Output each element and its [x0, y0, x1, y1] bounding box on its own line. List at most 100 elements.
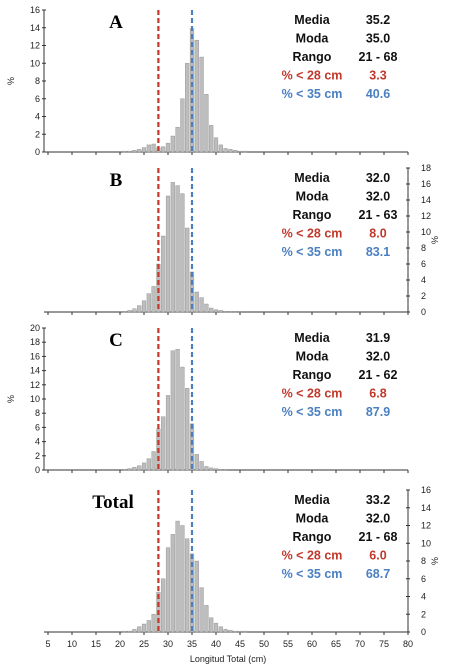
stat-value: 35.2: [366, 13, 390, 27]
histogram-bar: [137, 465, 142, 471]
y-tick-label: 0: [421, 307, 426, 317]
histogram-bar: [170, 135, 175, 153]
histogram-bar: [199, 461, 204, 471]
histogram-bar: [122, 311, 127, 313]
y-tick-label: 18: [30, 337, 40, 347]
stat-value: 21 - 68: [359, 530, 398, 544]
histogram-bar: [237, 630, 243, 633]
histogram-bar: [213, 468, 219, 471]
y-tick-label: 2: [35, 129, 40, 139]
histogram-bar: [213, 137, 219, 153]
histogram-bar: [132, 466, 137, 471]
histogram-bar: [161, 146, 166, 153]
y-tick-label: 14: [30, 366, 40, 376]
y-tick-label: 6: [421, 574, 426, 584]
histogram-bar: [132, 629, 137, 633]
y-tick-label: 4: [35, 437, 40, 447]
y-tick-label: 12: [30, 380, 40, 390]
histogram-bar: [223, 629, 228, 633]
stat-label: % < 35 cm: [282, 567, 343, 581]
stat-value: 6.0: [369, 549, 386, 563]
stat-value: 6.8: [369, 387, 386, 401]
stat-label: % < 28 cm: [282, 69, 343, 83]
histogram-bar: [175, 520, 180, 633]
histogram-bar: [194, 454, 199, 471]
histogram-bar: [228, 630, 233, 633]
y-tick-label: 12: [421, 521, 431, 531]
histogram-bar: [170, 350, 175, 471]
stat-label: Rango: [293, 208, 332, 222]
histogram-bar: [223, 148, 228, 153]
histogram-bar: [151, 286, 156, 313]
histogram-bar: [204, 466, 209, 471]
histogram-bar: [189, 553, 195, 633]
histogram-bar: [194, 39, 199, 153]
histogram-bar: [151, 451, 156, 471]
histogram-bar: [185, 227, 190, 313]
y-axis-title: %: [430, 557, 440, 565]
stat-value: 32.0: [366, 512, 390, 526]
histogram-bar: [122, 469, 127, 471]
y-tick-label: 2: [421, 291, 426, 301]
histogram-bar: [204, 94, 209, 153]
histogram-bar: [242, 630, 247, 633]
x-tick-label: 55: [283, 639, 293, 649]
histogram-bar: [213, 622, 219, 633]
stat-value: 35.0: [366, 32, 390, 46]
histogram-bar: [199, 56, 204, 153]
histogram-bar: [204, 303, 209, 313]
x-tick-label: 80: [403, 639, 413, 649]
y-tick-label: 12: [421, 211, 431, 221]
x-tick-label: 10: [67, 639, 77, 649]
histogram-bar: [175, 185, 180, 313]
histogram-bar: [127, 150, 132, 153]
histogram-bar: [170, 534, 175, 633]
y-tick-label: 14: [421, 503, 431, 513]
stat-label: Media: [294, 13, 330, 27]
stat-value: 31.9: [366, 331, 390, 345]
stat-value: 83.1: [366, 245, 390, 259]
histogram-bar: [228, 149, 233, 153]
stat-label: Media: [294, 493, 330, 507]
histogram-bar: [237, 311, 243, 313]
y-axis-title: %: [430, 236, 440, 244]
histogram-bar: [237, 150, 243, 153]
histogram-bar: [141, 300, 147, 313]
histogram-bar: [213, 309, 219, 313]
histogram-bar: [199, 587, 204, 633]
histogram-bar: [209, 125, 214, 153]
y-tick-label: 6: [421, 259, 426, 269]
histogram-bar: [209, 617, 214, 633]
histogram-bar: [151, 614, 156, 633]
x-tick-label: 30: [163, 639, 173, 649]
histogram-bar: [233, 630, 238, 633]
histogram-bar: [233, 311, 238, 313]
y-tick-label: 16: [421, 179, 431, 189]
histogram-bar: [141, 462, 147, 471]
stat-value: 8.0: [369, 227, 386, 241]
stat-value: 21 - 68: [359, 50, 398, 64]
stat-value: 33.2: [366, 493, 390, 507]
histogram-bar: [137, 626, 142, 633]
histogram-bar: [194, 560, 199, 633]
panel-1: 0 2 4 6 8 10 12 14 16% A Media 35.2 Moda 35.0 Rango 21 …: [6, 5, 409, 157]
x-tick-label: 25: [139, 639, 149, 649]
y-tick-label: 12: [30, 41, 40, 51]
stat-label: Rango: [293, 530, 332, 544]
panel-title: B: [110, 170, 123, 191]
histogram-bar: [137, 305, 142, 313]
histogram-bar: [122, 630, 127, 633]
stat-label: Moda: [296, 512, 330, 526]
histogram-bar: [175, 126, 180, 153]
y-axis-title: %: [6, 395, 16, 403]
stat-value: 3.3: [369, 69, 386, 83]
y-tick-label: 6: [35, 422, 40, 432]
x-tick-label: 70: [355, 639, 365, 649]
histogram-bar: [218, 144, 223, 153]
x-tick-label: 5: [45, 639, 50, 649]
panel-title: A: [109, 12, 123, 33]
stat-label: Moda: [296, 190, 330, 204]
y-tick-label: 2: [35, 451, 40, 461]
histogram-bar: [146, 620, 151, 633]
